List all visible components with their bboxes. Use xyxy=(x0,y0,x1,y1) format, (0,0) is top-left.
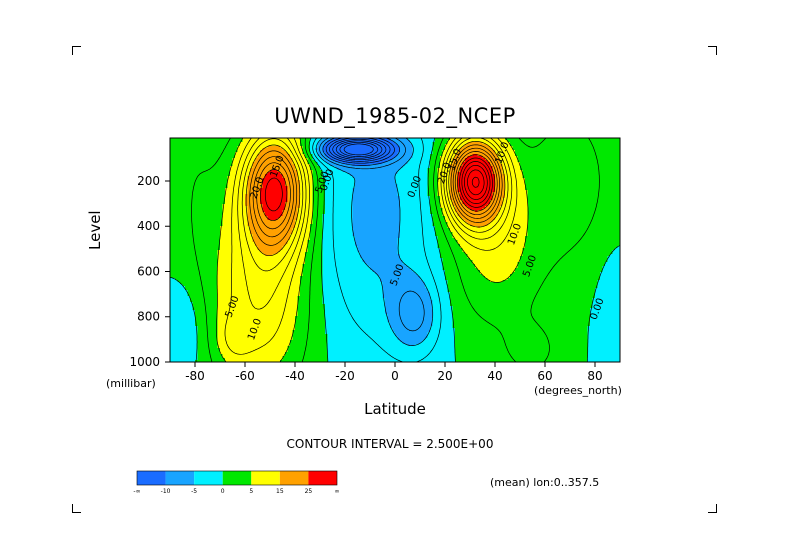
contour-line xyxy=(464,164,488,200)
frame-corner-top-right xyxy=(708,46,717,55)
contour-line xyxy=(264,157,493,212)
x-tick-label: -40 xyxy=(285,369,305,383)
colorbar-swatch xyxy=(222,471,252,485)
colorbar-tick-label: ∞ xyxy=(335,488,340,495)
y-tick-label: 800 xyxy=(137,310,160,324)
chart-title: UWND_1985-02_NCEP xyxy=(170,104,620,128)
x-tick-label: 40 xyxy=(487,369,502,383)
contour-line xyxy=(332,138,387,161)
frame-corner-bottom-right xyxy=(708,504,717,513)
x-tick-label: 0 xyxy=(391,369,399,383)
contour-line xyxy=(471,176,480,188)
frame-corner-top-left xyxy=(72,46,81,55)
contour-line xyxy=(339,141,379,157)
contour-line xyxy=(249,144,503,246)
contour-line xyxy=(315,137,434,346)
y-tick-label: 400 xyxy=(137,219,160,233)
contour-line xyxy=(191,137,600,363)
colorbar-swatch xyxy=(308,471,337,485)
y-tick-label: 1000 xyxy=(129,355,160,369)
contour-line xyxy=(256,151,498,230)
colorbar-swatch xyxy=(137,471,166,485)
contour-line xyxy=(322,137,400,166)
contour-line xyxy=(343,143,374,156)
contour-line xyxy=(237,137,513,310)
filled-contours xyxy=(170,138,621,363)
contour-line xyxy=(169,137,621,363)
colorbar-tick-label: 25 xyxy=(305,488,313,495)
x-tick-label: -80 xyxy=(185,369,205,383)
colorbar-tick-label: -5 xyxy=(191,488,197,495)
x-tick-label: 80 xyxy=(587,369,602,383)
x-tick-label: 20 xyxy=(437,369,452,383)
longitude-mean-annotation: (mean) lon:0..357.5 xyxy=(490,476,599,489)
contour-line xyxy=(260,154,496,222)
colorbar-tick-label: -∞ xyxy=(133,488,140,495)
y-tick-label: 600 xyxy=(137,264,160,278)
y-tick-label: 200 xyxy=(137,174,160,188)
contour-line xyxy=(215,137,529,363)
x-tick-label: -60 xyxy=(235,369,255,383)
contour-line xyxy=(335,140,383,159)
colorbar-swatch xyxy=(279,471,309,485)
x-axis-label: Latitude xyxy=(300,400,490,418)
colorbar-tick-label: 5 xyxy=(249,488,253,495)
colorbar-tick-label: -10 xyxy=(161,488,171,495)
colorbar-swatch xyxy=(165,471,195,485)
colorbar-tick-label: 15 xyxy=(276,488,284,495)
contour-line xyxy=(224,137,518,355)
contour-line xyxy=(312,137,442,363)
contour-line xyxy=(245,140,506,257)
contour-line xyxy=(252,147,500,238)
colorbar-swatch xyxy=(194,471,223,485)
x-tick-label: 60 xyxy=(537,369,552,383)
contour-line xyxy=(319,137,425,332)
y-axis-unit: (millibar) xyxy=(106,377,156,390)
colorbar-swatch xyxy=(251,471,280,485)
contour-interval-text: CONTOUR INTERVAL = 2.500E+00 xyxy=(240,437,540,451)
colorbar-tick-label: 0 xyxy=(221,488,225,495)
x-tick-label: -20 xyxy=(335,369,355,383)
contour-line xyxy=(461,161,491,204)
x-axis-unit: (degrees_north) xyxy=(534,384,622,397)
contour-line xyxy=(325,137,395,164)
frame-corner-bottom-left xyxy=(72,504,81,513)
contour-line xyxy=(241,137,509,272)
colorbar-frame xyxy=(136,470,338,486)
contour-line xyxy=(467,169,485,196)
contour-lines xyxy=(169,137,621,363)
